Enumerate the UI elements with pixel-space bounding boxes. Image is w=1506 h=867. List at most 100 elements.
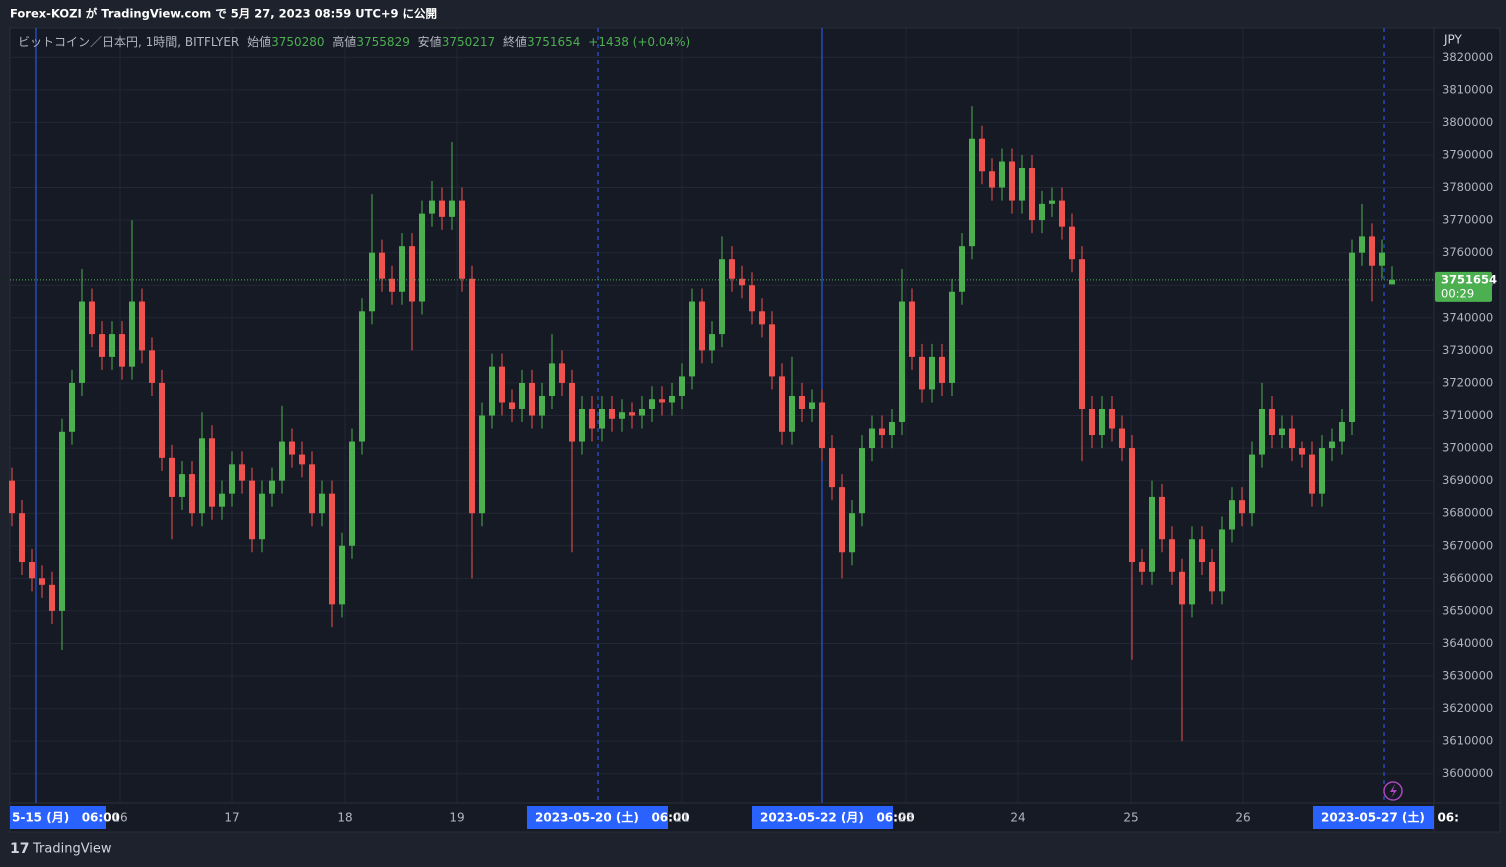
candle-body — [899, 301, 905, 423]
candle-body — [1259, 408, 1265, 455]
candle-body — [369, 252, 375, 312]
candle-body — [659, 399, 665, 403]
x-tick-label: 18 — [337, 811, 352, 825]
y-tick-label: 3770000 — [1442, 213, 1493, 227]
candle-body — [439, 200, 445, 217]
candle-body — [1239, 500, 1245, 514]
candle-body — [139, 301, 145, 351]
y-tick-label: 3780000 — [1442, 180, 1493, 194]
candle-body — [189, 474, 195, 514]
candle-body — [299, 454, 305, 465]
candle-body — [1279, 428, 1285, 436]
candle-body — [679, 376, 685, 396]
candle-body — [1149, 496, 1155, 572]
x-tick-label: 5-15 (月) 06:00 — [12, 811, 120, 825]
y-tick-label: 3760000 — [1442, 245, 1493, 259]
candle-body — [239, 464, 245, 481]
candle-body — [1219, 529, 1225, 592]
ohlc-label: 終値 — [503, 34, 527, 49]
candle-body — [279, 441, 285, 481]
candle-body — [1189, 539, 1195, 605]
candle-body — [459, 200, 465, 279]
candle-body — [809, 402, 815, 409]
candle-body — [569, 382, 575, 442]
candle-body — [759, 311, 765, 325]
ohlc-value: 3750217 — [442, 35, 495, 49]
y-tick-label: 3680000 — [1442, 506, 1493, 520]
last-price-label: 3751654 — [1441, 272, 1497, 286]
candle-body — [1179, 571, 1185, 605]
countdown: 00:29 — [1441, 286, 1474, 300]
event-icon[interactable] — [1383, 781, 1403, 801]
candle-body — [999, 161, 1005, 188]
symbol: ビットコイン／日本円, 1時間, BITFLYER — [18, 35, 239, 49]
candle-body — [889, 422, 895, 436]
y-tick-label: 3790000 — [1442, 147, 1493, 161]
candle-body — [689, 301, 695, 377]
candle-body — [169, 457, 175, 497]
candle-body — [269, 480, 275, 494]
candle-body — [419, 213, 425, 302]
grid-layer — [10, 28, 1434, 803]
candle-body — [69, 382, 75, 432]
candle-body — [879, 428, 885, 436]
candle-body — [1079, 259, 1085, 409]
x-tick-label: 25 — [1123, 811, 1138, 825]
change: +1438 (+0.04%) — [588, 35, 690, 49]
ohlc-value: 3750280 — [271, 35, 324, 49]
candle-body — [389, 278, 395, 292]
candle-body — [539, 395, 545, 416]
candle-body — [789, 395, 795, 432]
candle-body — [59, 431, 65, 611]
candle-body — [909, 301, 915, 357]
candle-body — [599, 408, 605, 429]
candle-body — [669, 395, 675, 403]
candle-body — [519, 382, 525, 409]
y-tick-label: 3650000 — [1442, 603, 1493, 617]
candle-body — [79, 301, 85, 383]
candle-body — [19, 513, 25, 563]
candle-body — [249, 480, 255, 540]
candle-body — [379, 252, 385, 279]
candle-body — [509, 402, 515, 409]
candle-body — [319, 493, 325, 514]
candle-body — [609, 408, 615, 419]
time-label-box — [1313, 806, 1434, 829]
logo-mark: 𝟭𝟳 — [10, 841, 29, 857]
candle-body — [1089, 408, 1095, 436]
candle-body — [1119, 428, 1125, 449]
candle-body — [1249, 454, 1255, 514]
candle-body — [1169, 539, 1175, 572]
y-tick-label: 3730000 — [1442, 343, 1493, 357]
candle-body — [409, 246, 415, 302]
ohlc-label: 始値 — [247, 34, 271, 49]
time-label-box — [10, 806, 106, 829]
y-tick-label: 3610000 — [1442, 734, 1493, 748]
candle-body — [1109, 408, 1115, 429]
candle-body — [429, 200, 435, 214]
x-tick-label: 19 — [449, 811, 464, 825]
y-tick-label: 3690000 — [1442, 473, 1493, 487]
last-price-box — [1435, 271, 1492, 302]
candle-body — [229, 464, 235, 494]
y-tick-label: 3620000 — [1442, 701, 1493, 715]
candle-body — [1349, 252, 1355, 423]
candle-body — [1339, 422, 1345, 442]
candle-body — [589, 408, 595, 429]
candle-body — [819, 402, 825, 449]
candle-body — [149, 350, 155, 383]
candle-body — [629, 412, 635, 416]
candle-body — [729, 259, 735, 279]
candle-body — [49, 584, 55, 611]
x-tick-label: 26 — [1235, 811, 1250, 825]
candle-body — [849, 513, 855, 553]
publish-info: Forex-KOZI が TradingView.com で 5月 27, 20… — [10, 7, 437, 21]
x-tick-label: 21 — [674, 811, 689, 825]
candle-body — [209, 438, 215, 507]
candle-body — [979, 138, 985, 172]
candle-body — [929, 356, 935, 390]
candle-body — [9, 480, 15, 514]
y-tick-label: 3670000 — [1442, 538, 1493, 552]
x-tick-label: 17 — [224, 811, 239, 825]
